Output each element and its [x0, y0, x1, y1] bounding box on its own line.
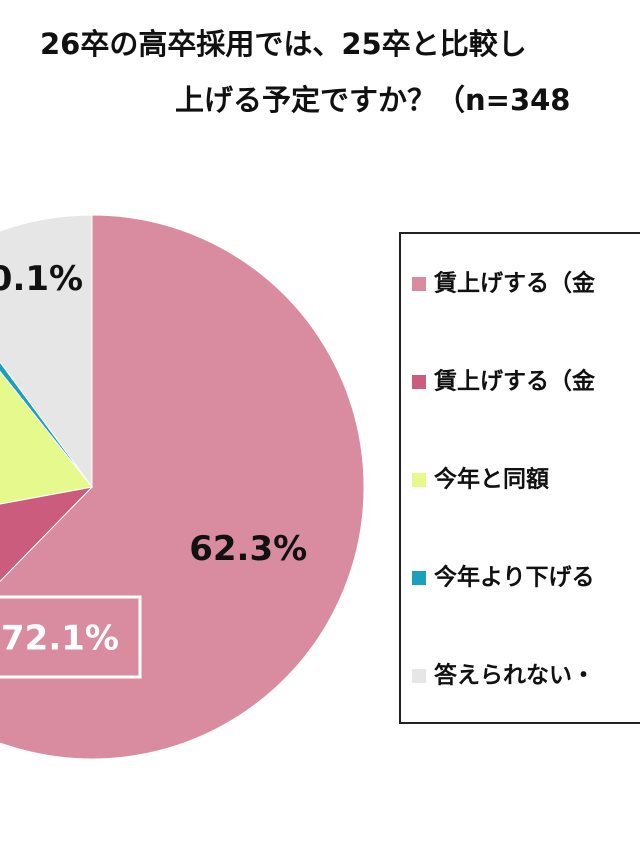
chart-title: 26卒の高卒採用では、25卒と比較し: [40, 27, 527, 61]
pie-slice: [0, 370, 93, 505]
legend-label: 賃上げする（金: [433, 270, 596, 297]
legend-label: 答えられない・: [434, 662, 595, 689]
chart-title: 上げる予定ですか？（n=348: [175, 83, 570, 117]
data-label: 10.1%: [0, 259, 83, 299]
legend-swatch: [412, 669, 426, 683]
pie-slice: [0, 214, 365, 760]
legend-label: 今年より下げる: [434, 564, 595, 591]
legend-label: 今年と同額: [434, 466, 549, 493]
legend-swatch: [412, 473, 426, 487]
legend-label: 賃上げする（金: [433, 368, 596, 395]
pie: [0, 214, 365, 760]
legend-swatch: [412, 571, 426, 585]
data-label: 62.3%: [189, 529, 307, 569]
legend-box: [399, 232, 640, 724]
annotation-box: [0, 595, 142, 679]
pie-slice: [0, 214, 93, 489]
annotation: 72.1%: [1, 619, 119, 659]
legend-swatch: [412, 277, 426, 291]
legend-swatch: [412, 375, 426, 389]
pie-slice: [0, 486, 94, 583]
